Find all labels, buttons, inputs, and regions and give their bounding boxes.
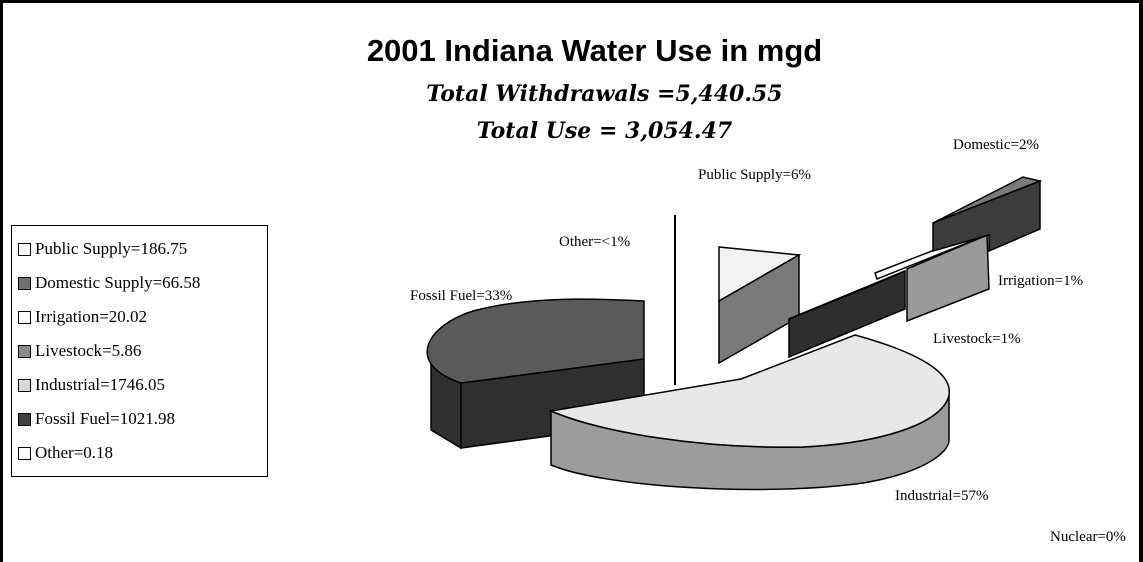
legend-swatch <box>18 412 31 426</box>
frame-border <box>1139 3 1143 562</box>
legend-swatch <box>18 378 31 392</box>
legend-swatch <box>18 276 31 290</box>
slice-industrial-top <box>548 334 950 448</box>
data-label-livestock: Livestock=1% <box>933 331 1021 347</box>
legend-label: Irrigation=20.02 <box>35 307 148 326</box>
slice-public-supply <box>718 246 802 365</box>
slice-irrigation-side <box>906 233 990 323</box>
data-label-irrigation: Irrigation=1% <box>998 273 1084 289</box>
data-label-domestic: Domestic=2% <box>953 137 1039 153</box>
slice-domestic-side <box>932 179 1041 253</box>
data-label-industrial: Industrial=57% <box>895 488 989 504</box>
slice-livestock-top <box>788 270 906 320</box>
legend-swatch <box>18 310 31 324</box>
legend-item-industrial: Industrial=1746.05 <box>12 368 267 402</box>
data-label-fossil-fuel: Fossil Fuel=33% <box>410 288 513 304</box>
legend-item-irrigation: Irrigation=20.02 <box>12 300 267 334</box>
legend-swatch <box>18 242 31 256</box>
legend-item-public-supply: Public Supply=186.75 <box>12 232 267 266</box>
chart-subtitle-total-use: Total Use = 3,054.47 <box>476 118 733 144</box>
legend-label: Public Supply=186.75 <box>35 239 188 258</box>
data-label-other: Other=<1% <box>559 234 631 250</box>
legend-label: Livestock=5.86 <box>35 341 142 360</box>
slice-fossil-fuel-top <box>426 298 645 384</box>
slice-industrial <box>548 334 950 491</box>
legend-item-livestock: Livestock=5.86 <box>12 334 267 368</box>
legend-item-other: Other=0.18 <box>12 436 267 470</box>
data-label-public-supply: Public Supply=6% <box>698 167 812 183</box>
legend-item-fossil-fuel: Fossil Fuel=1021.98 <box>12 402 267 436</box>
legend-swatch <box>18 446 31 460</box>
chart-subtitle-withdrawals: Total Withdrawals =5,440.55 <box>426 81 783 107</box>
legend-label: Fossil Fuel=1021.98 <box>35 409 175 428</box>
slice-livestock <box>788 269 906 359</box>
chart-title: 2001 Indiana Water Use in mgd <box>366 33 823 68</box>
legend-label: Industrial=1746.05 <box>35 375 165 394</box>
legend-item-domestic-supply: Domestic Supply=66.58 <box>12 266 267 300</box>
slice-domestic <box>932 176 1043 253</box>
legend-label: Domestic Supply=66.58 <box>35 273 201 292</box>
legend-label: Other=0.18 <box>35 443 114 462</box>
chart-legend: Public Supply=186.75 Domestic Supply=66.… <box>11 225 268 477</box>
data-label-nuclear: Nuclear=0% <box>1050 529 1126 545</box>
pie-chart <box>426 176 1043 491</box>
legend-swatch <box>18 344 31 358</box>
